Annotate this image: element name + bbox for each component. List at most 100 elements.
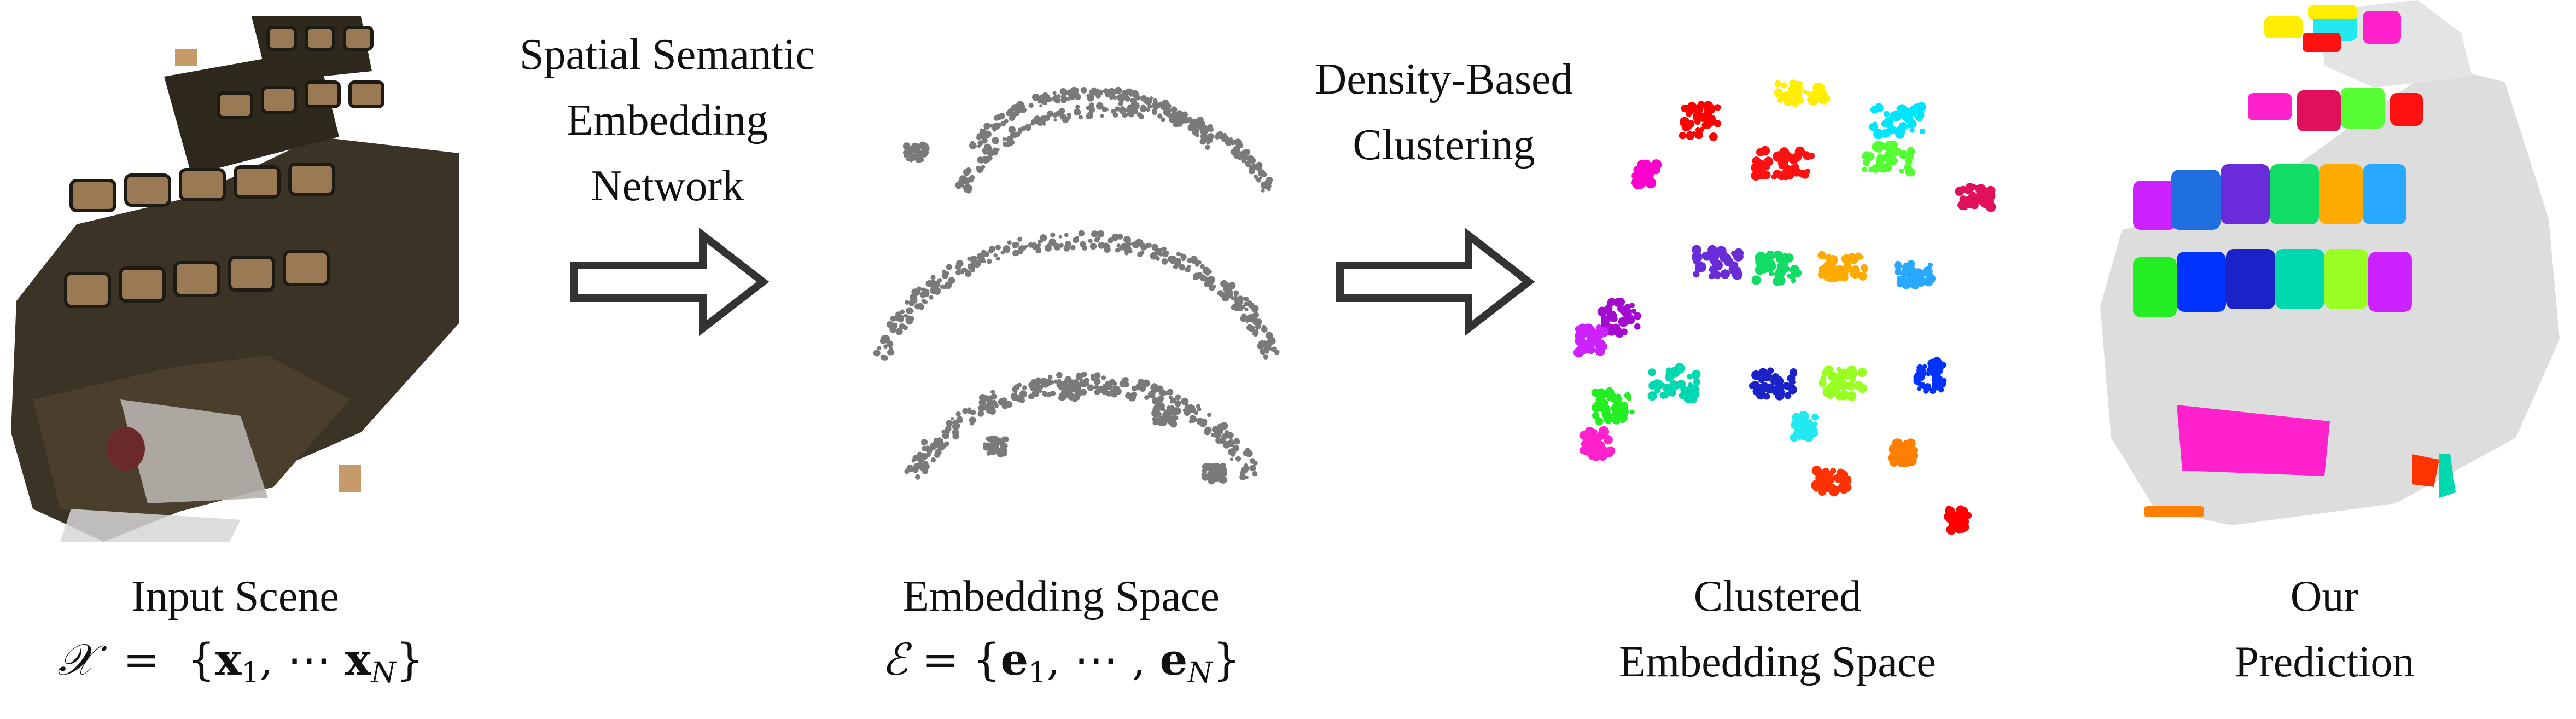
cluster-point <box>1909 446 1918 455</box>
network-label-line-3: Network <box>591 162 744 210</box>
embedding-point <box>1064 389 1069 395</box>
cluster-point <box>1822 386 1834 398</box>
embedding-point <box>1143 244 1149 250</box>
embedding-point <box>1010 132 1017 139</box>
cluster-point <box>1873 121 1878 126</box>
embedding-point <box>1109 385 1113 389</box>
embedding-point <box>1172 415 1176 420</box>
embedding-point <box>1152 98 1158 103</box>
cluster-point <box>1755 265 1765 275</box>
cluster-point <box>1937 379 1946 389</box>
embedding-point <box>1119 246 1123 251</box>
cluster-point <box>1674 363 1685 374</box>
embedding-point <box>1039 115 1047 123</box>
embedding-point <box>977 167 982 173</box>
cluster-point <box>1817 251 1826 259</box>
embedding-point <box>1058 382 1063 387</box>
embedding-point <box>1135 97 1139 101</box>
embedding-point <box>1076 382 1082 388</box>
embedding-point <box>1100 114 1104 118</box>
embedding-point <box>917 451 923 457</box>
cluster-point <box>1857 384 1867 393</box>
input-scene-pointcloud <box>11 16 459 542</box>
embedding-point <box>1161 117 1165 123</box>
cluster-point <box>1907 264 1914 271</box>
embedding-point <box>1192 129 1199 136</box>
embedding-point <box>1240 466 1249 474</box>
embedding-point <box>1249 465 1256 472</box>
embedding-point <box>1066 112 1071 118</box>
cluster-point <box>1723 257 1734 267</box>
embedding-point <box>1078 230 1085 237</box>
cluster-point <box>1872 142 1881 152</box>
embedding-point <box>1169 399 1174 404</box>
embedding-point <box>1086 382 1089 386</box>
cluster-point <box>1944 513 1952 521</box>
cluster-point <box>1901 454 1908 462</box>
embedding-point <box>1179 117 1185 123</box>
embedding-point <box>1205 144 1210 150</box>
embedding-point <box>1091 376 1094 381</box>
embedding-point <box>1117 234 1123 240</box>
embedding-point <box>1213 428 1218 433</box>
cluster-point <box>1936 368 1941 374</box>
embedding-point <box>1169 115 1176 124</box>
cluster-point <box>1794 164 1799 169</box>
embedding-point <box>1075 105 1080 109</box>
embedding-point <box>1000 443 1006 449</box>
arrow-right-1 <box>570 227 770 337</box>
embedding-point <box>1115 106 1120 112</box>
embedding-point <box>1234 308 1239 311</box>
embedding-point <box>945 429 950 434</box>
embedding-point <box>1260 349 1266 355</box>
cluster-point <box>1843 391 1850 398</box>
cluster-point <box>1975 185 1980 190</box>
cluster-point <box>1890 158 1896 163</box>
embedding-point <box>978 394 987 402</box>
embedding-point <box>1196 118 1200 123</box>
cluster-point <box>1925 370 1931 376</box>
embedding-point <box>996 114 1003 120</box>
embedding-point <box>1196 418 1204 425</box>
cluster-point <box>1689 131 1694 136</box>
embedding-point <box>1019 397 1025 403</box>
embedding-point <box>929 295 934 300</box>
embedding-point <box>955 181 963 189</box>
embedding-point <box>983 251 989 258</box>
embedding-point <box>911 459 916 463</box>
cluster-point <box>1755 258 1764 267</box>
embedding-point <box>1003 245 1011 253</box>
cluster-point <box>1842 483 1852 492</box>
embedding-point <box>1233 290 1239 296</box>
cluster-point <box>1634 323 1641 330</box>
embedding-point <box>1123 236 1131 243</box>
cluster-point <box>1694 118 1701 125</box>
cluster-point <box>1837 469 1848 481</box>
cluster-point <box>1733 251 1744 262</box>
embedding-point <box>1240 153 1247 159</box>
cluster-point <box>1840 270 1849 277</box>
embedding-point <box>1076 389 1083 396</box>
embedding-point <box>909 159 913 163</box>
embedding-point <box>996 450 1005 458</box>
cluster-point <box>1916 276 1926 287</box>
embedding-point <box>1064 233 1069 237</box>
arrow-right-2 <box>1336 227 1535 337</box>
embedding-point <box>1214 477 1218 482</box>
embedding-point <box>1066 96 1071 101</box>
cluster-point <box>1709 132 1718 141</box>
embedding-point <box>1075 235 1079 239</box>
embedding-point <box>1167 389 1174 396</box>
embedding-point <box>1191 124 1197 129</box>
embedding-point <box>1184 118 1189 124</box>
embedding-point <box>921 151 928 158</box>
cluster-point <box>1840 384 1848 391</box>
embedding-point <box>1230 149 1237 155</box>
cluster-point <box>1784 266 1790 272</box>
cluster-point <box>1692 246 1699 253</box>
cluster-point <box>1629 409 1635 415</box>
embedding-point <box>1094 88 1100 94</box>
embedding-point <box>1263 343 1272 351</box>
embedding-point <box>989 408 996 415</box>
embedding-point <box>1263 354 1269 360</box>
